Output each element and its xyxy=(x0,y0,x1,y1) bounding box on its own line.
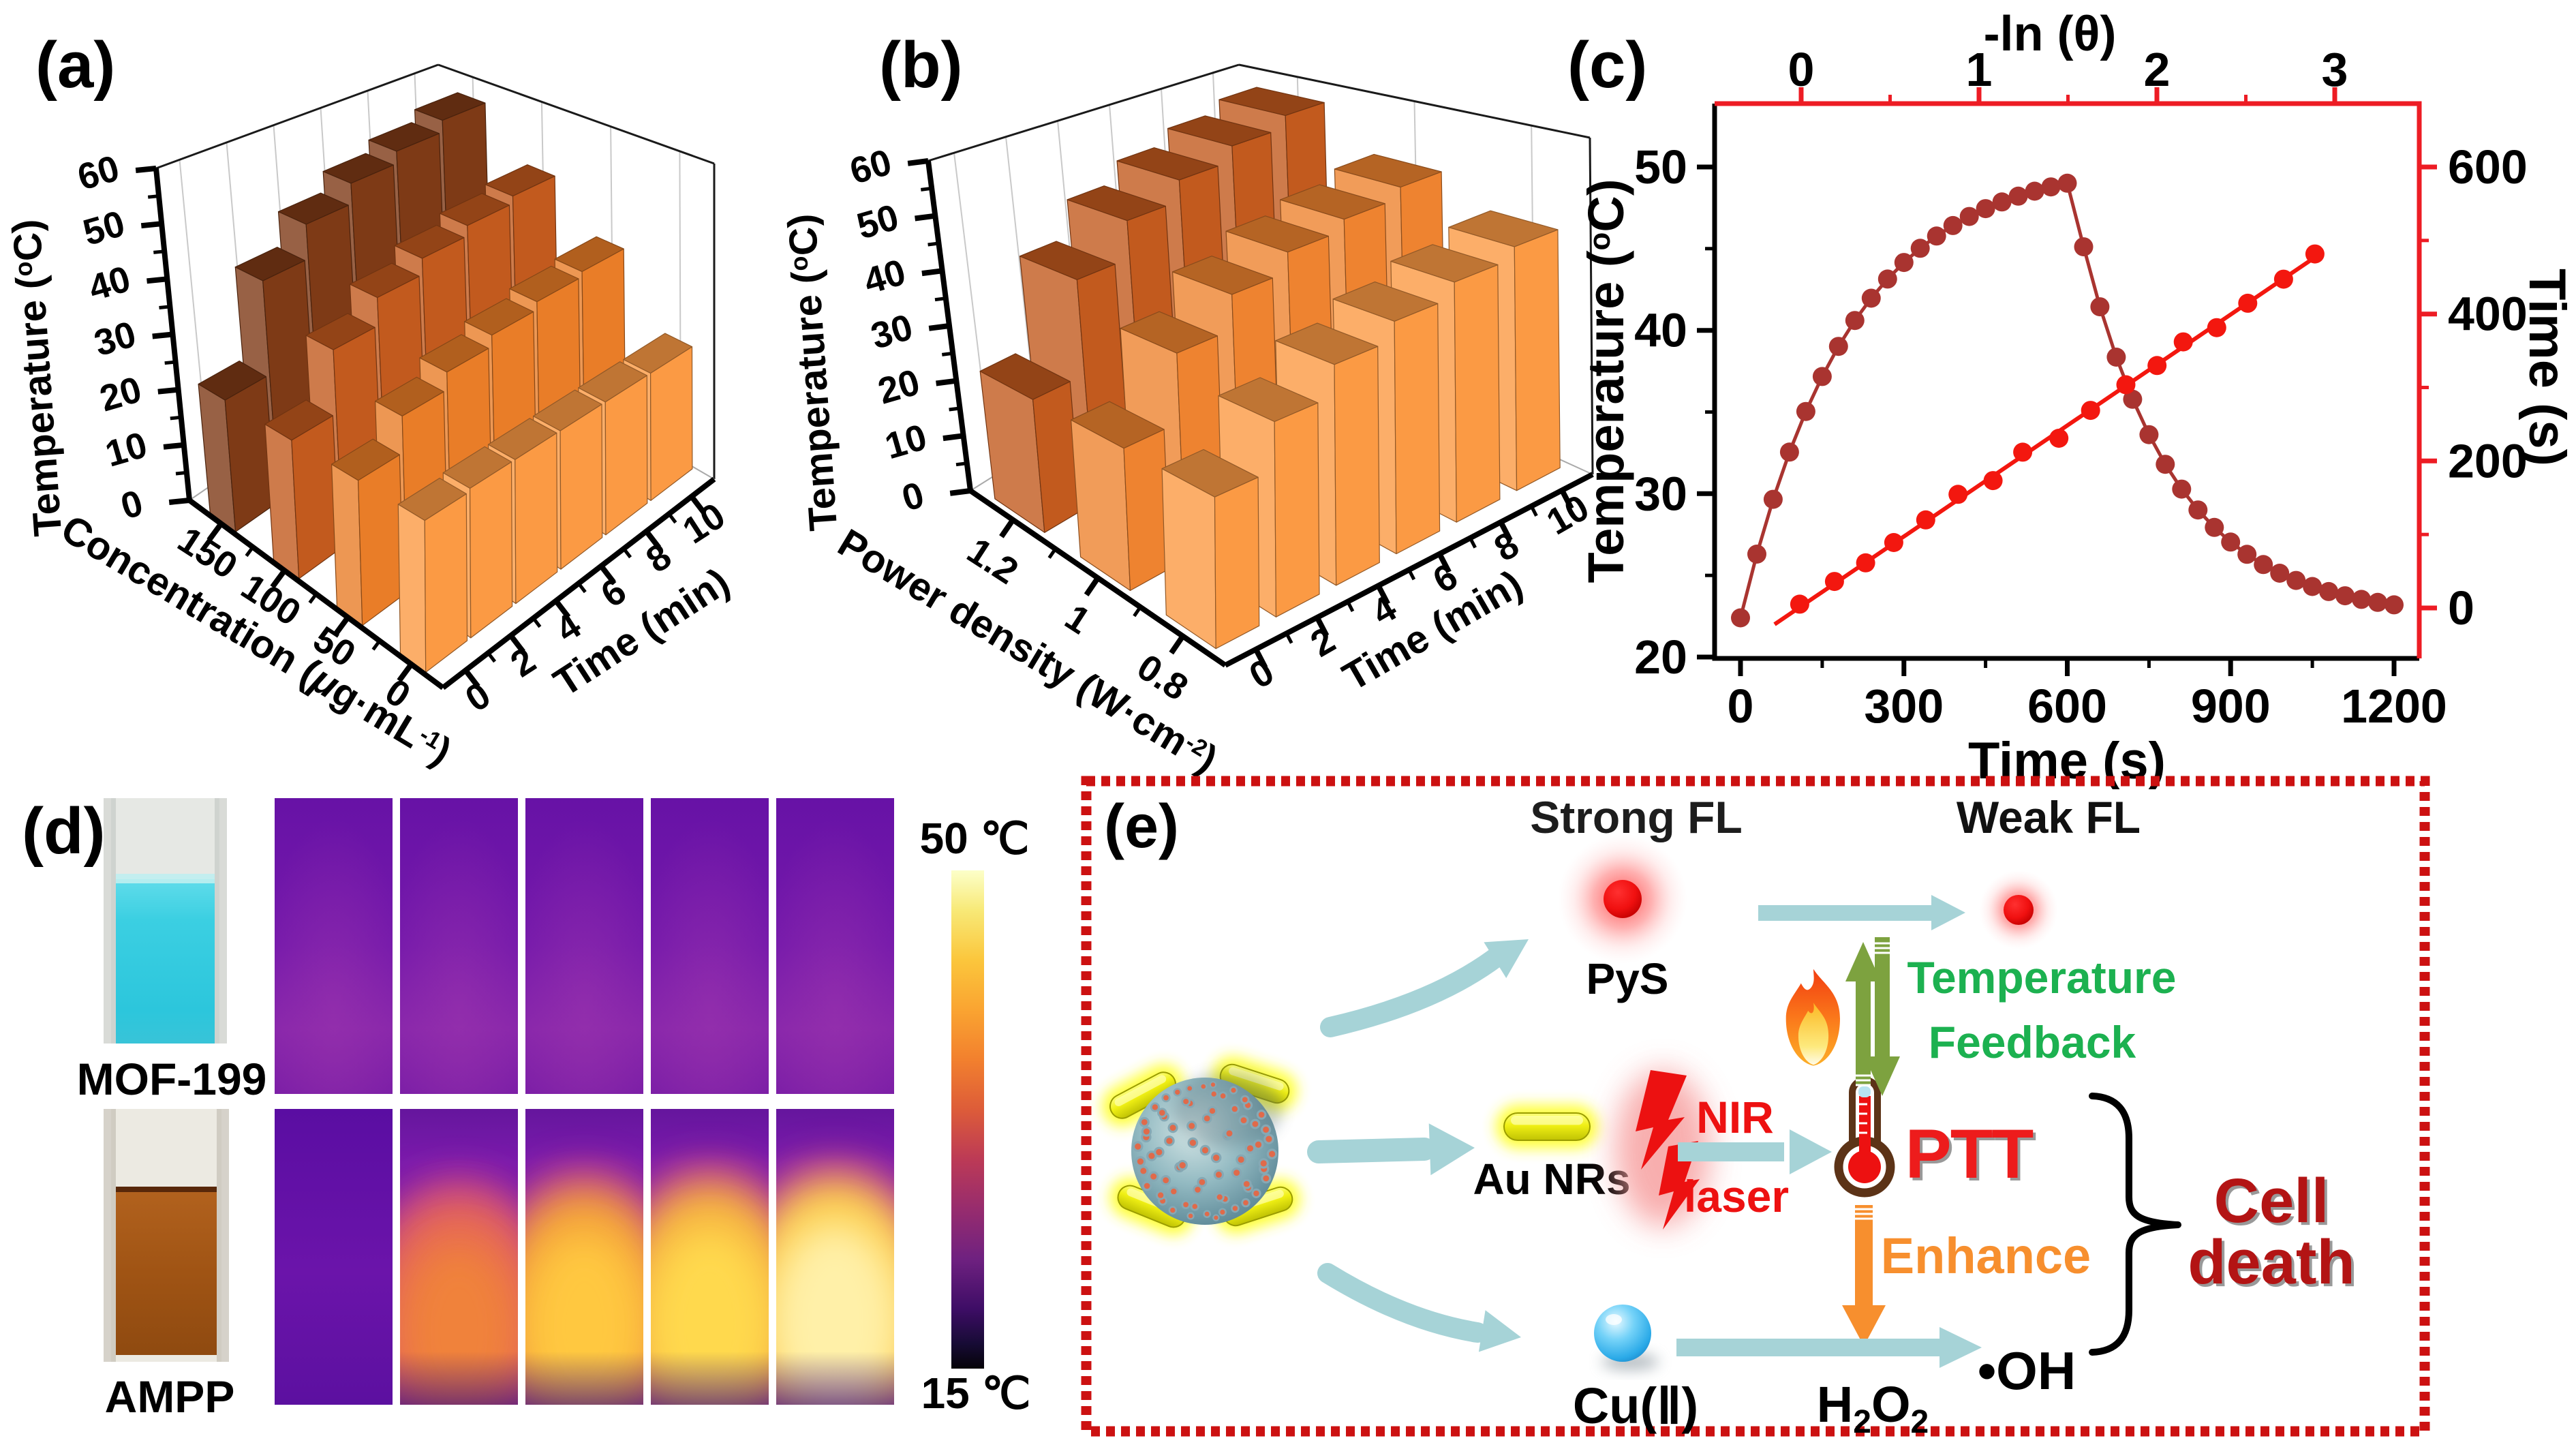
svg-text:15 ℃: 15 ℃ xyxy=(921,1369,1031,1418)
svg-text:Weak FL: Weak FL xyxy=(1957,792,2141,842)
svg-text:Feedback: Feedback xyxy=(1929,1017,2136,1067)
svg-text:PTT: PTT xyxy=(1905,1115,2034,1193)
svg-text:death: death xyxy=(2190,1230,2357,1300)
svg-text:0: 0 xyxy=(1788,43,1815,96)
svg-text:1200: 1200 xyxy=(2341,680,2447,733)
svg-text:H2O2: H2O2 xyxy=(1817,1376,1929,1440)
svg-text:30: 30 xyxy=(1634,467,1687,520)
svg-text:50 ℃: 50 ℃ xyxy=(920,814,1030,863)
svg-text:Au NRs: Au NRs xyxy=(1473,1155,1630,1204)
svg-text:600: 600 xyxy=(2448,140,2528,194)
svg-text:(b): (b) xyxy=(879,29,963,102)
svg-text:death: death xyxy=(2188,1228,2355,1297)
svg-text:PTT: PTT xyxy=(1908,1118,2036,1195)
svg-text:40: 40 xyxy=(1634,304,1687,357)
svg-text:300: 300 xyxy=(1864,680,1944,733)
svg-text:-ln (θ): -ln (θ) xyxy=(1984,7,2117,61)
svg-text:MOF-199: MOF-199 xyxy=(77,1054,267,1104)
svg-text:(d): (d) xyxy=(22,795,106,868)
svg-text:NIR: NIR xyxy=(1696,1092,1774,1142)
svg-text:20: 20 xyxy=(1634,630,1687,684)
svg-text:Temperature: Temperature xyxy=(1907,952,2177,1003)
svg-text:400: 400 xyxy=(2448,288,2528,341)
svg-text:50: 50 xyxy=(1634,140,1687,194)
svg-text:600: 600 xyxy=(2027,680,2107,733)
svg-text:(e): (e) xyxy=(1104,793,1179,861)
svg-text:PyS: PyS xyxy=(1586,954,1669,1003)
svg-text:laser: laser xyxy=(1684,1171,1789,1221)
svg-text:Cell: Cell xyxy=(2217,1169,2332,1238)
svg-text:0: 0 xyxy=(2448,581,2474,635)
svg-text:3: 3 xyxy=(2322,43,2348,96)
svg-text:0: 0 xyxy=(1728,680,1754,733)
svg-text:Time (s): Time (s) xyxy=(2518,269,2576,466)
svg-text:200: 200 xyxy=(2448,434,2528,487)
svg-text:AMPP: AMPP xyxy=(105,1371,235,1422)
svg-text:1: 1 xyxy=(1966,43,1993,96)
svg-text:Cell: Cell xyxy=(2214,1166,2329,1236)
svg-text:Enhance: Enhance xyxy=(1881,1228,2091,1284)
svg-text:Strong FL: Strong FL xyxy=(1530,792,1743,842)
svg-text:•OH: •OH xyxy=(1978,1341,2076,1401)
svg-text:Cu(Ⅱ): Cu(Ⅱ) xyxy=(1573,1377,1698,1434)
svg-text:2: 2 xyxy=(2144,43,2171,96)
svg-text:(c): (c) xyxy=(1567,29,1647,102)
svg-text:(a): (a) xyxy=(35,29,115,102)
svg-text:900: 900 xyxy=(2191,680,2271,733)
